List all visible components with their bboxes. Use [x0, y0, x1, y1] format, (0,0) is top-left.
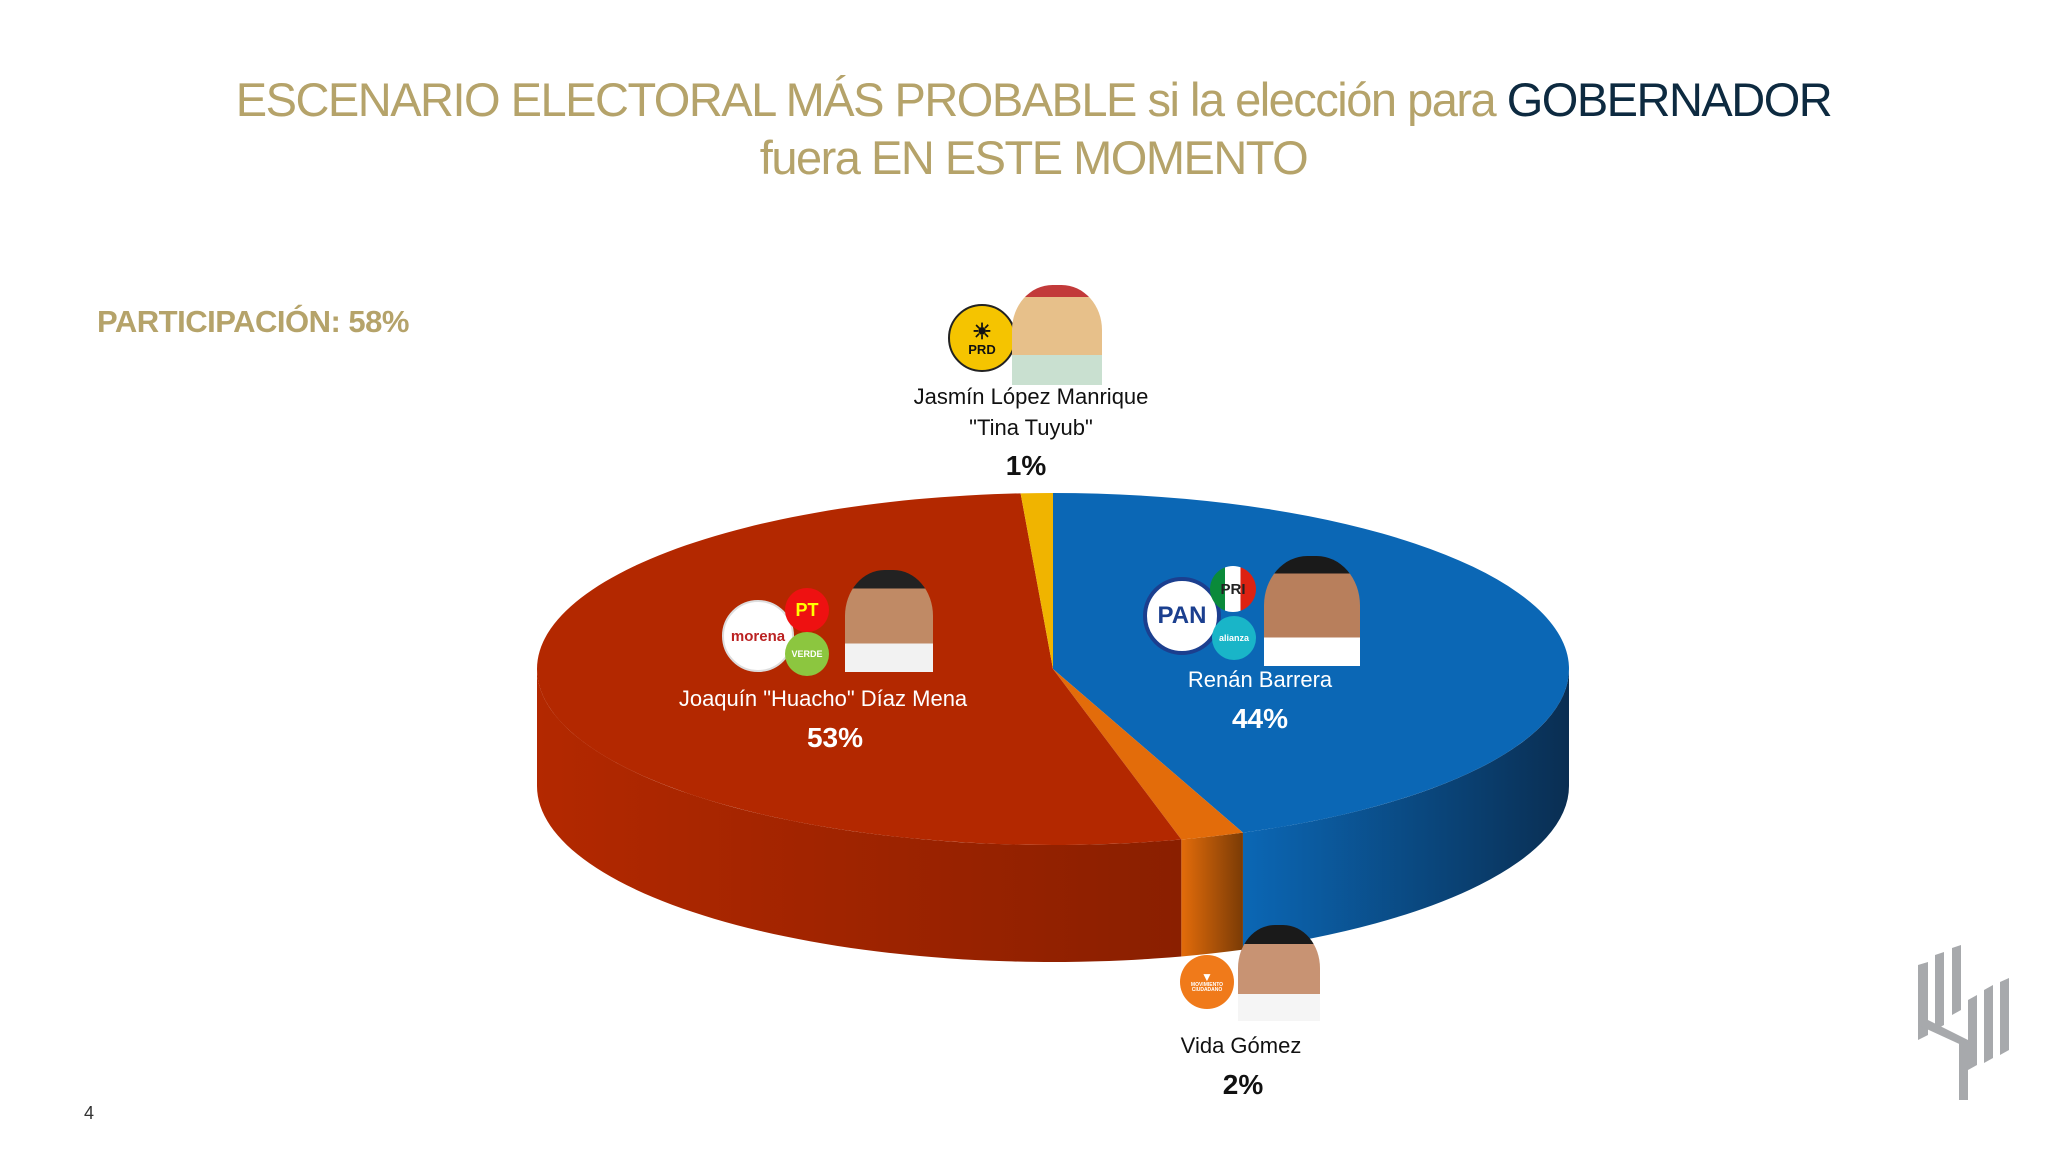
slice-label-jasmin: Jasmín López Manrique	[913, 384, 1149, 409]
pie-slice-3	[1020, 493, 1053, 669]
alianza-logo: alianza	[1212, 616, 1256, 660]
title-line-1: ESCENARIO ELECTORAL MÁS PROBABLE si la e…	[0, 72, 2067, 127]
pie-side-1	[1181, 832, 1243, 957]
slice-label-vida: Vida Gómez	[1180, 1033, 1302, 1058]
prd-logo: ☀ PRD	[948, 304, 1016, 372]
candidate-photo-joaquin	[845, 570, 933, 672]
slice-value-vida: 2%	[1222, 1069, 1264, 1100]
pie-side-0	[1242, 669, 1569, 950]
slice-value-joaquin: 53%	[806, 722, 864, 753]
pt-logo: PT	[785, 588, 829, 632]
slice-sublabel-jasmin: "Tina Tuyub"	[969, 415, 1093, 440]
pie-side-2	[537, 669, 1182, 962]
movimiento-ciudadano-logo: ▼ MOVIMIENTO CIUDADANO	[1180, 955, 1234, 1009]
prd-logo-text: PRD	[968, 341, 996, 357]
slice-value-renan: 44%	[1231, 703, 1289, 734]
participation-label: PARTICIPACIÓN: 58%	[97, 304, 409, 339]
title-text: ESCENARIO ELECTORAL MÁS PROBABLE si la e…	[235, 73, 1507, 126]
verde-logo: VERDE	[785, 632, 829, 676]
slice-label-joaquin: Joaquín "Huacho" Díaz Mena	[678, 686, 968, 711]
slice-label-renan: Renán Barrera	[1187, 667, 1333, 692]
slice-value-jasmin: 1%	[1005, 450, 1047, 481]
mc-logo-text: MOVIMIENTO CIUDADANO	[1190, 982, 1224, 993]
sun-icon: ☀	[972, 318, 992, 344]
pie-slice-1	[1053, 669, 1243, 840]
candidate-photo-renan	[1264, 556, 1360, 666]
eagle-icon: ▼	[1201, 970, 1213, 984]
brand-logo	[1918, 945, 2009, 1100]
candidate-photo-jasmin	[1012, 285, 1102, 385]
page-number: 4	[84, 1103, 95, 1123]
pan-logo: PAN	[1143, 577, 1221, 655]
morena-logo: morena	[722, 600, 794, 672]
title-highlight: GOBERNADOR	[1506, 73, 1833, 126]
title-line-2: fuera EN ESTE MOMENTO	[759, 131, 1309, 184]
candidate-photo-vida	[1238, 925, 1320, 1021]
pri-logo: PRI	[1210, 566, 1256, 612]
